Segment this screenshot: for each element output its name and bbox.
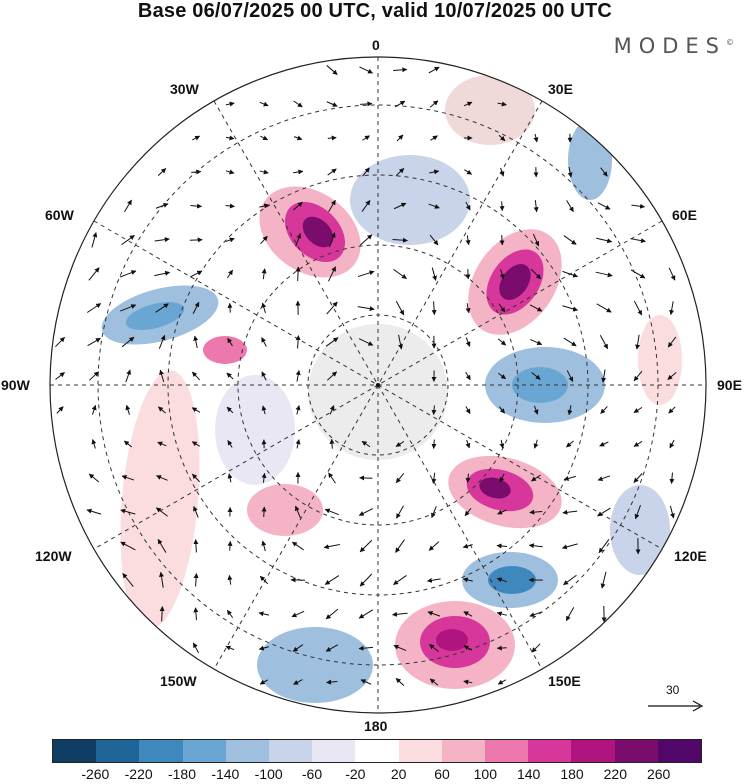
colorbar-tick-label: 140 bbox=[517, 766, 540, 782]
brand-logo: MODES© bbox=[614, 34, 734, 58]
colorbar-segment bbox=[269, 740, 312, 762]
wind-arrow bbox=[434, 440, 435, 449]
lon-label-120w: 120W bbox=[35, 548, 72, 564]
colorbar bbox=[52, 739, 702, 763]
lon-label-120e: 120E bbox=[674, 548, 707, 564]
wind-arrow bbox=[162, 607, 163, 622]
lon-label-30w: 30W bbox=[170, 81, 199, 97]
colorbar-tick-label: -20 bbox=[345, 766, 365, 782]
colorbar-segment bbox=[53, 740, 96, 762]
negative-anomaly bbox=[215, 375, 295, 485]
negative-anomaly bbox=[350, 155, 470, 245]
lon-label-150w: 150W bbox=[160, 673, 197, 689]
wind-arrow bbox=[497, 648, 506, 649]
wind-arrow bbox=[502, 201, 503, 210]
positive-anomaly bbox=[445, 75, 535, 145]
colorbar-tick-label: 100 bbox=[474, 766, 497, 782]
lon-label-60w: 60W bbox=[45, 207, 74, 223]
colorbar-segment bbox=[96, 740, 139, 762]
negative-anomaly bbox=[610, 485, 670, 575]
lon-label-180: 180 bbox=[364, 718, 387, 734]
negative-anomaly bbox=[257, 627, 373, 703]
wind-arrow bbox=[230, 303, 231, 312]
reference-vector-label: 30 bbox=[666, 683, 679, 697]
colorbar-segment bbox=[528, 740, 571, 762]
positive-anomaly bbox=[247, 484, 323, 536]
pole-dot bbox=[376, 383, 380, 387]
negative-anomaly bbox=[488, 566, 536, 594]
colorbar-segment bbox=[485, 740, 528, 762]
colorbar-tick-label: 260 bbox=[647, 766, 670, 782]
colorbar-segment bbox=[658, 740, 701, 762]
colorbar-tick-label: -260 bbox=[81, 766, 109, 782]
wind-arrow bbox=[502, 235, 503, 245]
lon-label-30e: 30E bbox=[548, 81, 573, 97]
colorbar-tick-label: -140 bbox=[211, 766, 239, 782]
colorbar-tick-label: 60 bbox=[434, 766, 450, 782]
colorbar-tick-label: -220 bbox=[125, 766, 153, 782]
lon-label-150e: 150E bbox=[548, 673, 581, 689]
lon-label-90w: 90W bbox=[1, 377, 30, 393]
colorbar-segment bbox=[139, 740, 182, 762]
lon-label-0: 0 bbox=[372, 37, 380, 53]
wind-arrow bbox=[298, 267, 299, 281]
colorbar-segment bbox=[571, 740, 614, 762]
colorbar-ticks: -260 -220 -180 -140 -100 -60 -20 20 60 100 140 180 2… bbox=[0, 766, 750, 784]
positive-anomaly bbox=[436, 629, 468, 651]
colorbar-tick-label: -60 bbox=[302, 766, 322, 782]
wind-arrow bbox=[190, 240, 202, 241]
colorbar-tick-label: -100 bbox=[255, 766, 283, 782]
colorbar-tick-label: 180 bbox=[560, 766, 583, 782]
wind-arrow bbox=[264, 507, 265, 517]
colorbar-segment bbox=[312, 740, 355, 762]
colorbar-segment bbox=[615, 740, 658, 762]
colorbar-segment bbox=[399, 740, 442, 762]
map-title: Base 06/07/2025 00 UTC, valid 10/07/2025… bbox=[0, 0, 750, 23]
lon-label-90e: 90E bbox=[717, 377, 742, 393]
reference-vector-arrow bbox=[646, 696, 704, 716]
colorbar-tick-label: 20 bbox=[391, 766, 407, 782]
wind-arrow bbox=[230, 541, 231, 550]
colorbar-segment bbox=[442, 740, 485, 762]
negative-anomaly bbox=[568, 120, 612, 200]
colorbar-tick-label: 220 bbox=[604, 766, 627, 782]
colorbar-segment bbox=[226, 740, 269, 762]
colorbar-tick-label: -180 bbox=[168, 766, 196, 782]
lon-label-60e: 60E bbox=[672, 207, 697, 223]
wind-arrow bbox=[332, 439, 333, 448]
colorbar-segment bbox=[183, 740, 226, 762]
colorbar-segment bbox=[355, 740, 398, 762]
positive-anomaly bbox=[638, 315, 682, 405]
